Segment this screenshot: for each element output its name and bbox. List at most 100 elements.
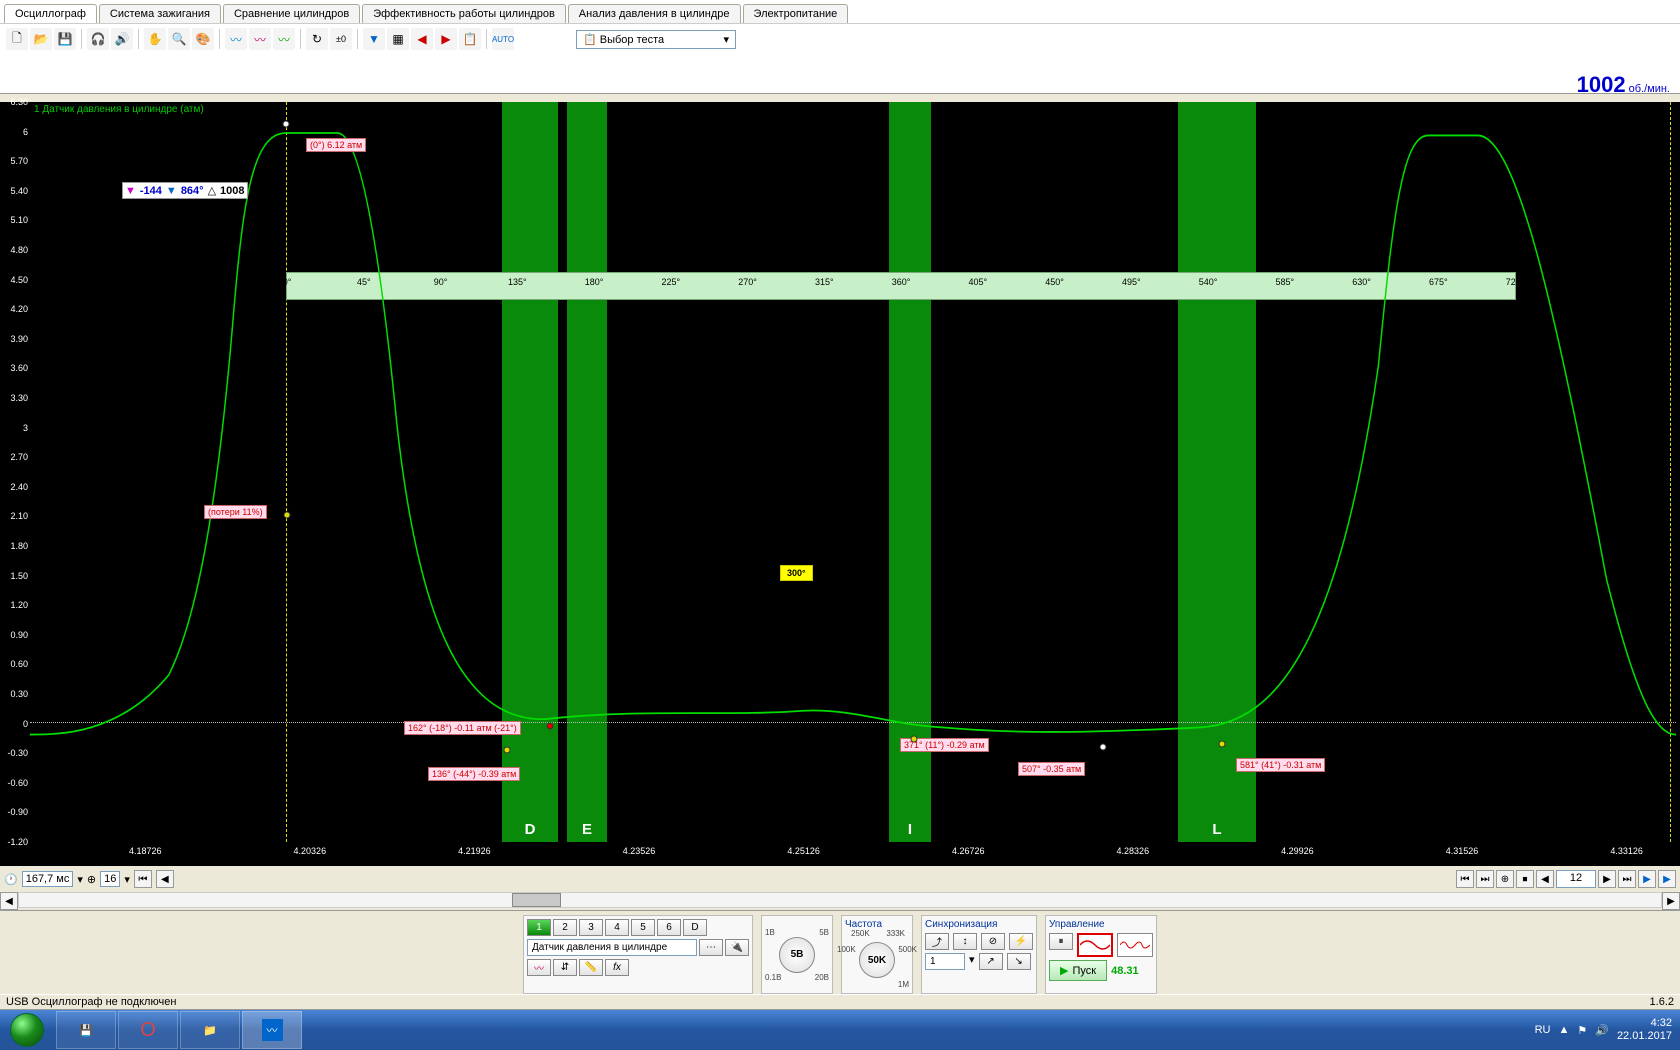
ctrl-title: Управление <box>1049 919 1153 930</box>
annotation: 581° (41°) -0.31 атм <box>1236 758 1325 772</box>
taskbar-app-1[interactable]: 💾 <box>56 1011 116 1049</box>
annotation: (0°) 6.12 атм <box>306 138 366 152</box>
horizontal-scrollbar[interactable]: ◀ ▶ <box>0 892 1680 908</box>
rpm-readout: 1002 об./мин. <box>1577 72 1670 98</box>
channel-btn-D[interactable]: D <box>683 919 707 936</box>
tray-action-icon[interactable]: ⚑ <box>1577 1024 1587 1037</box>
palette-icon[interactable]: 🎨 <box>192 28 214 50</box>
start-button[interactable]: ▶Пуск <box>1049 960 1107 981</box>
tab-2[interactable]: Сравнение цилиндров <box>223 4 360 23</box>
nav-last[interactable]: ⏭ <box>1618 870 1636 888</box>
wave2-icon[interactable]: 〰 <box>249 28 271 50</box>
start-button-win[interactable] <box>0 1010 54 1050</box>
nav-prev[interactable]: ◀ <box>1536 870 1554 888</box>
page-index[interactable]: 12 <box>1556 870 1596 888</box>
sync-panel: Синхронизация ⤴ ↕ ⊘ ⚡ 1▾ ↗ ↘ <box>921 915 1037 994</box>
tab-3[interactable]: Эффективность работы цилиндров <box>362 4 566 23</box>
first-icon[interactable]: ⏮ <box>134 870 152 888</box>
channel-more[interactable]: ⋯ <box>699 939 723 956</box>
nav-next[interactable]: ▶ <box>1598 870 1616 888</box>
arrow-left-icon[interactable]: ◀ <box>411 28 433 50</box>
status-text: USB Осциллограф не подключен <box>6 996 176 1008</box>
volt-knob[interactable]: 5B 0.1B 1B 5B 20B <box>765 928 829 982</box>
tab-1[interactable]: Система зажигания <box>99 4 221 23</box>
taskbar-app-3[interactable]: 📁 <box>180 1011 240 1049</box>
sync-down-icon[interactable]: ↘ <box>1007 953 1031 970</box>
plot[interactable]: 1 Датчик давления в цилиндре (атм) 0°45°… <box>30 102 1676 842</box>
prev-icon[interactable]: ◀ <box>156 870 174 888</box>
bottom-panel: 123456D Датчик давления в цилиндре ⋯ 🔌 〰… <box>0 910 1680 998</box>
sync-edge-icon[interactable]: ⤴ <box>925 933 949 950</box>
wave-mode-single[interactable] <box>1077 933 1113 957</box>
wave-mode-multi[interactable] <box>1117 933 1153 957</box>
nav-play2[interactable]: ▶ <box>1658 870 1676 888</box>
taskbar-app-4[interactable]: 〰 <box>242 1011 302 1049</box>
sync-cursor-icon[interactable]: ↕ <box>953 933 977 950</box>
freq-panel: Частота 50K 100K 250K 333K 500K 1M <box>841 915 913 994</box>
sync-up-icon[interactable]: ↗ <box>979 953 1003 970</box>
status-bar: USB Осциллограф не подключен 1.6.2 <box>0 994 1680 1010</box>
nav-first[interactable]: ⏮ <box>1456 870 1474 888</box>
tab-0[interactable]: Осциллограф <box>4 4 97 23</box>
time-window[interactable]: 167,7 мс <box>22 871 74 887</box>
headphones-icon[interactable]: 🎧 <box>87 28 109 50</box>
cursor-info-box: ▼-144 ▼864° △1008 <box>122 182 248 199</box>
channel-probe-icon[interactable]: 🔌 <box>725 939 749 956</box>
filter-icon[interactable]: ▼ <box>363 28 385 50</box>
channel-btn-1[interactable]: 1 <box>527 919 551 936</box>
tab-4[interactable]: Анализ давления в цилиндре <box>568 4 741 23</box>
tab-5[interactable]: Электропитание <box>743 4 849 23</box>
tray-volume-icon[interactable]: 🔊 <box>1595 1024 1609 1037</box>
freq-knob[interactable]: 50K 100K 250K 333K 500K 1M <box>845 933 909 987</box>
zoom-icon[interactable]: 🔍 <box>168 28 190 50</box>
nav-stop[interactable]: ⏹ <box>1516 870 1534 888</box>
new-icon[interactable]: 🗋 <box>6 28 28 50</box>
channel-btn-3[interactable]: 3 <box>579 919 603 936</box>
sync-channel[interactable]: 1 <box>925 953 965 970</box>
nav-target[interactable]: ⊕ <box>1496 870 1514 888</box>
ch-ruler-icon[interactable]: 📏 <box>579 959 603 976</box>
channel-btn-2[interactable]: 2 <box>553 919 577 936</box>
rotate-icon[interactable]: ↻ <box>306 28 328 50</box>
scroll-thumb[interactable] <box>512 893 561 907</box>
nav-play[interactable]: ▶ <box>1638 870 1656 888</box>
sync-none-icon[interactable]: ⊘ <box>981 933 1005 950</box>
hand-icon[interactable]: ✋ <box>144 28 166 50</box>
sync-spark-icon[interactable]: ⚡ <box>1009 933 1033 950</box>
clipboard-icon[interactable]: 📋 <box>459 28 481 50</box>
tray-flag-icon[interactable]: ▲ <box>1558 1024 1569 1036</box>
test-selector[interactable]: 📋 Выбор теста ▾ <box>576 30 736 49</box>
y-axis: 6.3065.705.405.104.804.504.203.903.603.3… <box>0 102 30 842</box>
channel-name-input[interactable]: Датчик давления в цилиндре <box>527 939 697 956</box>
taskbar: 💾 O 📁 〰 RU ▲ ⚑ 🔊 4:32 22.01.2017 <box>0 1010 1680 1050</box>
system-tray[interactable]: RU ▲ ⚑ 🔊 4:32 22.01.2017 <box>1527 1010 1680 1050</box>
channel-btn-5[interactable]: 5 <box>631 919 655 936</box>
taskbar-app-2[interactable]: O <box>118 1011 178 1049</box>
ch-wave-icon[interactable]: 〰 <box>527 959 551 976</box>
pages-input[interactable]: 16 <box>100 871 120 887</box>
lang-indicator[interactable]: RU <box>1535 1024 1551 1036</box>
auto-icon[interactable]: AUTO <box>492 28 514 50</box>
grid-icon[interactable]: ▦ <box>387 28 409 50</box>
zero-icon[interactable]: ±0 <box>330 28 352 50</box>
open-icon[interactable]: 📂 <box>30 28 52 50</box>
speaker-icon[interactable]: 🔊 <box>111 28 133 50</box>
pause-button[interactable]: ⏸ <box>1049 933 1073 950</box>
chevron-down-icon: ▾ <box>723 33 729 46</box>
channel-btn-6[interactable]: 6 <box>657 919 681 936</box>
scroll-right[interactable]: ▶ <box>1662 892 1680 910</box>
channel-btn-4[interactable]: 4 <box>605 919 629 936</box>
toolbar: 🗋 📂 💾 🎧 🔊 ✋ 🔍 🎨 〰 〰 〰 ↻ ±0 ▼ ▦ ◀ ▶ 📋 AUT… <box>0 23 1680 54</box>
scroll-left[interactable]: ◀ <box>0 892 18 910</box>
nav-end[interactable]: ⏭ <box>1476 870 1494 888</box>
save-icon[interactable]: 💾 <box>54 28 76 50</box>
wave3-icon[interactable]: 〰 <box>273 28 295 50</box>
ch-align-icon[interactable]: ⇵ <box>553 959 577 976</box>
clock[interactable]: 4:32 22.01.2017 <box>1617 1017 1672 1043</box>
volt-panel: 5B 0.1B 1B 5B 20B <box>761 915 833 994</box>
wave1-icon[interactable]: 〰 <box>225 28 247 50</box>
test-selector-label: Выбор теста <box>600 34 664 46</box>
waveform <box>30 102 1676 842</box>
ch-fx-icon[interactable]: fx <box>605 959 629 976</box>
arrow-right-icon[interactable]: ▶ <box>435 28 457 50</box>
